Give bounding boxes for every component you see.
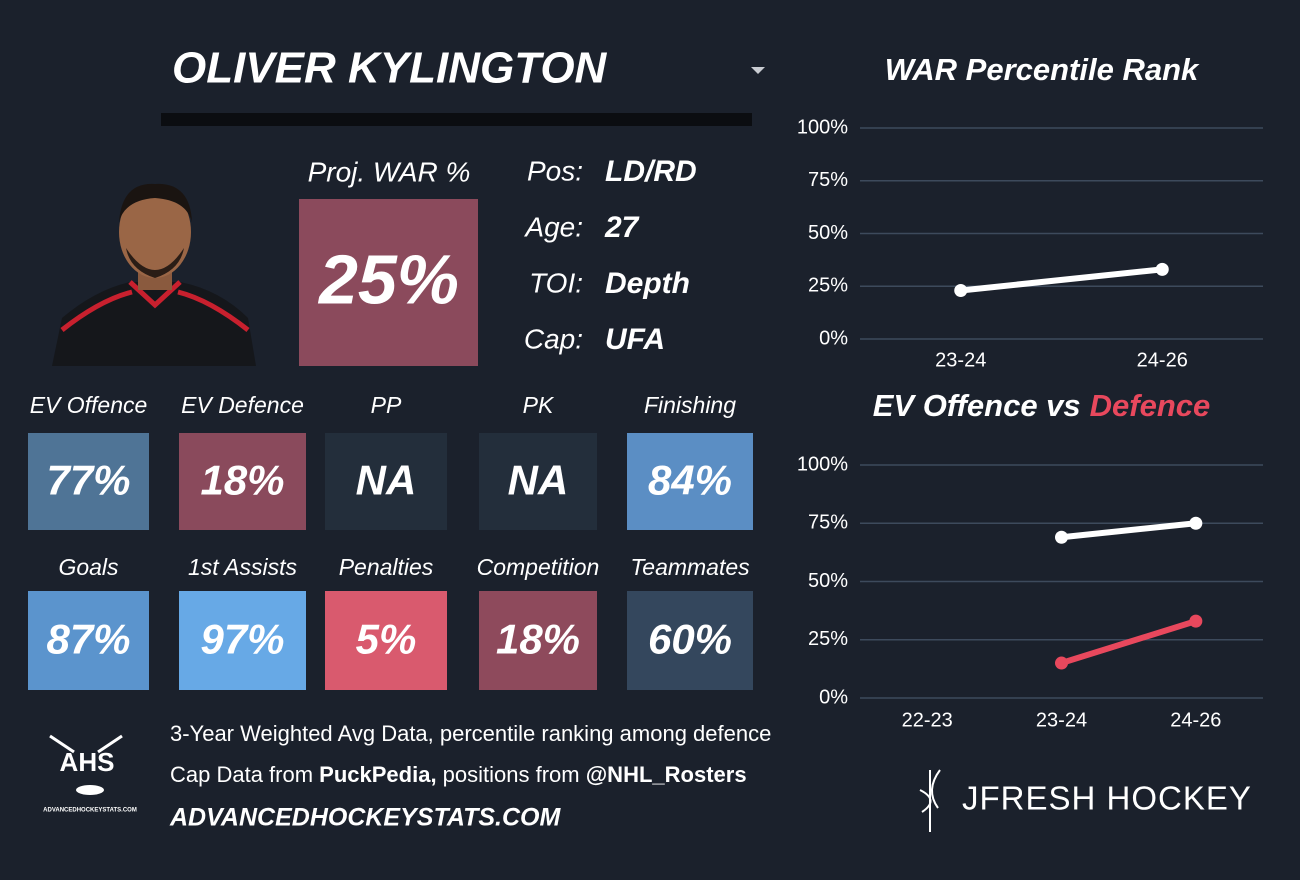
bio-label: Age:: [523, 211, 583, 242]
series-point: [954, 283, 968, 297]
tile-label: Goals: [58, 554, 119, 580]
footer-note: 3-Year Weighted Avg Data, percentile ran…: [170, 721, 771, 746]
series-point: [1189, 516, 1203, 530]
beard: [126, 248, 184, 278]
tile: [479, 433, 597, 530]
player-name: OLIVER KYLINGTON: [172, 44, 608, 93]
logo-sticks: [49, 734, 123, 754]
player-photo: [52, 183, 256, 366]
y-tick-label: 100%: [797, 116, 848, 138]
bio-label: Pos:: [527, 155, 583, 186]
tile-label: EV Defence: [181, 392, 304, 418]
tile: [179, 433, 306, 530]
x-tick-label: 23-24: [935, 349, 986, 371]
tile: [325, 433, 447, 530]
tile-value: 87%: [46, 616, 130, 663]
tile-value: 18%: [200, 457, 284, 504]
tile: [627, 591, 753, 690]
tile: [28, 591, 149, 690]
bio-label: Cap:: [524, 323, 583, 354]
chart-title-text: EV Offence vs: [873, 388, 1081, 423]
x-tick-label: 24-26: [1170, 709, 1221, 731]
tile-value: NA: [508, 457, 569, 504]
x-tick-label: 24-26: [1137, 349, 1188, 371]
tile: [179, 591, 306, 690]
tile-label: PK: [523, 392, 555, 418]
tile-label: 1st Assists: [188, 554, 298, 580]
tile: [325, 591, 447, 690]
charts: WAR Percentile Rank 0% 25% 50% 75% 100% 23-24 2…: [797, 52, 1263, 731]
credit-part: PuckPedia,: [319, 762, 436, 787]
series-point: [1055, 656, 1068, 670]
bio-value: Depth: [605, 267, 690, 300]
credit-part: Cap Data from: [170, 762, 319, 787]
y-tick-label: 100%: [797, 453, 848, 475]
tile-label: Finishing: [644, 392, 736, 418]
tile-value: 5%: [356, 616, 417, 663]
tile-value: NA: [356, 457, 417, 504]
logo-caption: ADVANCEDHOCKEYSTATS.COM: [43, 808, 137, 814]
stat-tiles: EV Offence 77% EV Defence 18% PP NA PK NA Finish…: [28, 392, 753, 690]
y-tick-label: 50%: [808, 222, 848, 244]
tile-value: 60%: [648, 616, 732, 663]
bio-value: 27: [604, 211, 640, 244]
hair: [119, 183, 192, 222]
projection-value: 25%: [317, 240, 459, 318]
tile-value: 18%: [496, 616, 580, 663]
chart-title-accent: Defence: [1090, 388, 1211, 423]
chart-title-text: WAR Percentile Rank: [885, 52, 1200, 87]
y-tick-label: 75%: [808, 169, 848, 191]
chart-title: EV Offence vs Defence: [873, 388, 1211, 423]
dropdown-arrow[interactable]: [751, 67, 765, 74]
series-line: [1058, 618, 1199, 667]
footer-credit: Cap Data from PuckPedia, positions from …: [170, 762, 747, 787]
bio-value: LD/RD: [605, 155, 697, 188]
tile-value: 97%: [200, 616, 284, 663]
bio: Pos: LD/RD Age: 27 TOI: Depth Cap: UFA: [523, 155, 696, 356]
footer-site: ADVANCEDHOCKEYSTATS.COM: [169, 804, 561, 832]
credit-part: positions from: [437, 762, 586, 787]
ahs-logo: AHS ADVANCEDHOCKEYSTATS.COM: [43, 734, 137, 814]
series-line: [1058, 520, 1199, 541]
series-point: [1189, 614, 1203, 628]
jersey-stripe: [60, 289, 250, 332]
tile-label: EV Offence: [30, 392, 148, 418]
tile: [627, 433, 753, 530]
series-point: [1055, 530, 1068, 544]
brand: JFRESH HOCKEY: [962, 780, 1252, 817]
y-tick-label: 0%: [819, 327, 848, 349]
series-point: [1155, 262, 1169, 276]
chart-title: WAR Percentile Rank: [885, 52, 1200, 87]
y-tick-label: 75%: [808, 512, 848, 534]
tile-value: 84%: [648, 457, 732, 504]
y-tick-label: 25%: [808, 628, 848, 650]
y-tick-label: 25%: [808, 275, 848, 297]
y-tick-label: 0%: [819, 686, 848, 708]
x-tick-label: 22-23: [902, 709, 953, 731]
tile-value: 77%: [46, 457, 130, 504]
logo-text: AHS: [60, 747, 115, 777]
tile-label: Teammates: [630, 554, 750, 580]
jfresh-logo: JFRESH HOCKEY: [919, 769, 1252, 832]
logo-puck: [76, 785, 104, 795]
name-underline: [161, 113, 752, 126]
tile: [479, 591, 597, 690]
tile: [28, 433, 149, 530]
series-line: [957, 266, 1166, 294]
y-tick-label: 50%: [808, 570, 848, 592]
head: [119, 186, 191, 278]
bio-value: UFA: [605, 323, 665, 356]
projection-label: Proj. WAR %: [308, 156, 471, 187]
tile-label: Penalties: [339, 554, 434, 580]
projection-box: [299, 199, 478, 366]
brand-mark: [919, 769, 941, 832]
credit-part: @NHL_Rosters: [586, 762, 747, 787]
x-tick-label: 23-24: [1036, 709, 1087, 731]
bio-label: TOI:: [529, 267, 583, 298]
tile-label: Competition: [477, 554, 600, 580]
tile-label: PP: [371, 392, 402, 418]
